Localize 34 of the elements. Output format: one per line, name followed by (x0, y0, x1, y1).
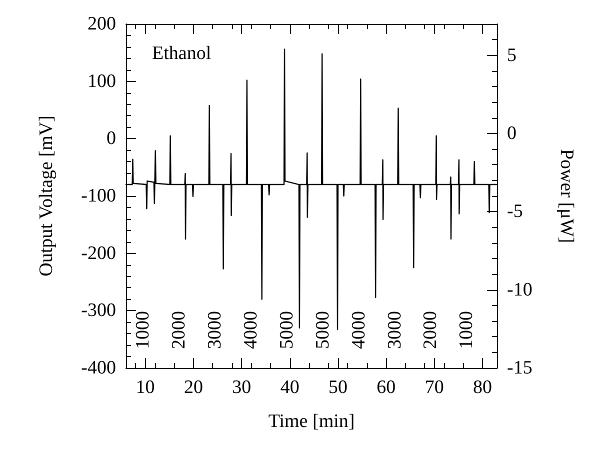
y2-axis-title: Power [μW] (556, 148, 577, 244)
y2-tick-label: -5 (507, 201, 523, 222)
x-tick-label: 70 (424, 377, 444, 398)
x-tick-label: 50 (328, 377, 348, 398)
y-axis-title: Output Voltage [mV] (36, 116, 57, 276)
annotation: 1000 (456, 311, 478, 349)
annotation: 2000 (168, 311, 190, 349)
y-tick-label: -200 (81, 242, 116, 264)
annotation: 2000 (420, 311, 442, 349)
x-tick-label: 60 (376, 377, 396, 398)
annotation: 3000 (204, 311, 226, 349)
annotation: 4000 (348, 311, 370, 349)
annotation: 4000 (240, 311, 262, 349)
annotation: 5000 (276, 311, 298, 349)
y-tick-label: -400 (81, 358, 116, 378)
y-tick-label: 100 (88, 70, 116, 92)
x-tick-label: 30 (232, 377, 252, 398)
x-tick-label: 10 (136, 377, 155, 398)
annotation: 5000 (312, 311, 334, 349)
annotation: 1000 (132, 311, 154, 349)
y2-tick-label: 0 (507, 122, 516, 144)
y2-tick-label: 5 (507, 44, 516, 66)
y-tick-label: 200 (88, 14, 116, 34)
annotation: Ethanol (152, 43, 212, 64)
annotation: 3000 (384, 311, 406, 349)
x-tick-label: 80 (473, 377, 492, 398)
y-tick-label: 0 (106, 128, 116, 150)
y-tick-label: -300 (81, 300, 116, 322)
x-axis-title: Time [min] (268, 411, 355, 432)
x-tick-label: 40 (280, 377, 300, 398)
x-tick-label: 20 (184, 377, 203, 398)
y2-tick-label: -15 (507, 358, 532, 378)
y-tick-label: -100 (81, 186, 116, 206)
y2-tick-label: -10 (507, 279, 532, 300)
